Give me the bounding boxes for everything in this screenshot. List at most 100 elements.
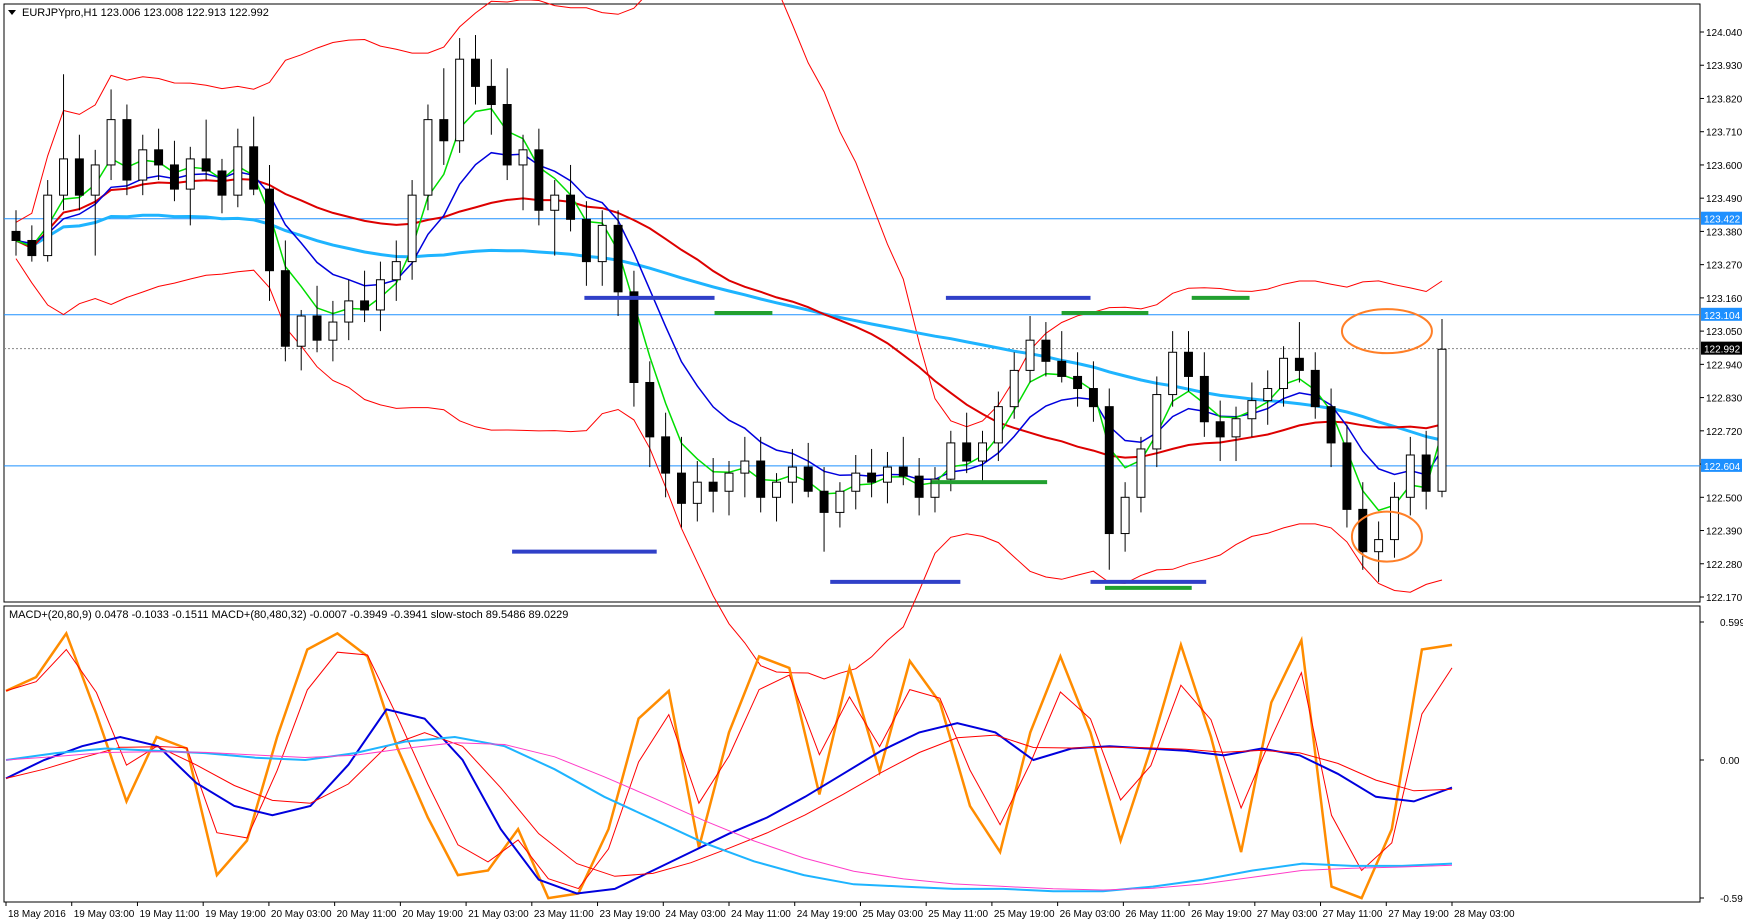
- price-label-box: [1701, 211, 1742, 225]
- candle[interactable]: [581, 218, 591, 263]
- candle[interactable]: [756, 460, 766, 498]
- candle[interactable]: [882, 466, 892, 483]
- candle[interactable]: [43, 194, 53, 257]
- candle[interactable]: [566, 194, 576, 220]
- candle[interactable]: [1342, 442, 1352, 510]
- candle[interactable]: [803, 466, 813, 492]
- candle[interactable]: [629, 291, 639, 383]
- candle[interactable]: [1104, 406, 1114, 535]
- candle[interactable]: [930, 478, 940, 498]
- candle[interactable]: [59, 158, 69, 196]
- indicator-tick-label: 0.00: [1720, 756, 1740, 767]
- candle[interactable]: [27, 239, 37, 257]
- candle[interactable]: [1215, 421, 1225, 438]
- candle[interactable]: [550, 194, 560, 211]
- candle[interactable]: [962, 442, 972, 462]
- price-tick-label: 124.040: [1706, 28, 1743, 39]
- candle[interactable]: [692, 481, 702, 504]
- candle[interactable]: [375, 279, 385, 311]
- candle[interactable]: [724, 472, 734, 492]
- candle[interactable]: [1088, 388, 1098, 408]
- candle[interactable]: [423, 119, 433, 196]
- candle[interactable]: [993, 406, 1003, 444]
- candle[interactable]: [1120, 496, 1130, 535]
- candle[interactable]: [1057, 360, 1067, 377]
- candle[interactable]: [978, 442, 987, 462]
- candle[interactable]: [898, 466, 908, 477]
- candle[interactable]: [1041, 339, 1051, 362]
- candle[interactable]: [138, 149, 148, 181]
- candle[interactable]: [233, 146, 243, 196]
- candle[interactable]: [1389, 496, 1399, 541]
- candle[interactable]: [486, 85, 496, 106]
- candle[interactable]: [1358, 508, 1368, 553]
- candle[interactable]: [312, 315, 322, 341]
- candle[interactable]: [1025, 339, 1035, 371]
- candle[interactable]: [819, 490, 829, 513]
- candle[interactable]: [439, 119, 449, 142]
- candle[interactable]: [1168, 351, 1178, 396]
- chevron-down-icon[interactable]: [8, 10, 16, 15]
- candle[interactable]: [1009, 369, 1019, 408]
- candle[interactable]: [1152, 394, 1162, 450]
- candle[interactable]: [708, 481, 718, 492]
- candle[interactable]: [74, 158, 84, 196]
- candle[interactable]: [534, 149, 544, 211]
- candle[interactable]: [280, 270, 290, 347]
- indicator-panel[interactable]: [3, 605, 1701, 903]
- candle[interactable]: [1073, 375, 1083, 390]
- candle[interactable]: [344, 300, 354, 323]
- candle[interactable]: [1263, 388, 1273, 402]
- candle[interactable]: [1405, 454, 1415, 498]
- candle[interactable]: [296, 315, 306, 347]
- candle[interactable]: [661, 436, 671, 474]
- candle[interactable]: [106, 119, 116, 166]
- candle[interactable]: [455, 58, 465, 142]
- candle[interactable]: [1326, 406, 1336, 444]
- candle[interactable]: [835, 490, 845, 513]
- candle[interactable]: [1136, 448, 1146, 498]
- candle[interactable]: [328, 321, 338, 341]
- candle[interactable]: [407, 194, 417, 263]
- time-tick-label: 24 May 19:00: [797, 909, 858, 920]
- candle[interactable]: [185, 158, 195, 190]
- candle[interactable]: [11, 230, 21, 241]
- candle[interactable]: [1279, 357, 1289, 390]
- candle[interactable]: [265, 188, 274, 272]
- candle[interactable]: [1310, 369, 1320, 408]
- candle[interactable]: [1421, 454, 1431, 492]
- candle[interactable]: [1294, 357, 1304, 371]
- candle[interactable]: [676, 472, 686, 504]
- candle[interactable]: [1437, 348, 1447, 492]
- candle[interactable]: [851, 472, 861, 492]
- candle[interactable]: [1184, 351, 1193, 377]
- candle[interactable]: [1374, 539, 1384, 553]
- candle[interactable]: [391, 261, 401, 281]
- candle[interactable]: [1231, 418, 1241, 438]
- candle[interactable]: [613, 224, 623, 293]
- candle[interactable]: [1199, 375, 1209, 423]
- candle[interactable]: [645, 381, 655, 438]
- candle[interactable]: [867, 472, 877, 483]
- candle[interactable]: [502, 104, 512, 166]
- candle[interactable]: [169, 164, 179, 190]
- price-panel[interactable]: [3, 3, 1701, 603]
- candle[interactable]: [597, 224, 607, 263]
- candle[interactable]: [122, 119, 132, 181]
- candle[interactable]: [154, 149, 164, 166]
- candle[interactable]: [518, 149, 528, 166]
- candle[interactable]: [471, 58, 480, 87]
- candle[interactable]: [249, 146, 259, 190]
- candle[interactable]: [90, 164, 100, 196]
- candle[interactable]: [360, 300, 370, 311]
- candle[interactable]: [201, 158, 211, 172]
- price-label: 123.422: [1704, 215, 1741, 226]
- candle[interactable]: [217, 170, 227, 196]
- price-tick-label: 122.940: [1706, 360, 1743, 371]
- candle[interactable]: [1247, 400, 1257, 420]
- candle[interactable]: [946, 442, 956, 480]
- candle[interactable]: [914, 475, 924, 498]
- candle[interactable]: [740, 460, 750, 474]
- candle[interactable]: [787, 466, 797, 483]
- candle[interactable]: [772, 481, 782, 498]
